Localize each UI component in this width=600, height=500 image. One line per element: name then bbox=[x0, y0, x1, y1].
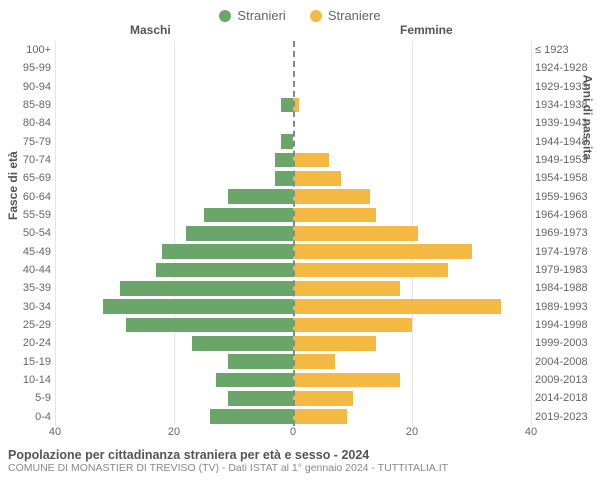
birth-year-label: 1949-1953 bbox=[535, 154, 597, 166]
legend-label-female: Straniere bbox=[328, 8, 381, 23]
gridline bbox=[531, 41, 532, 426]
age-label: 15-19 bbox=[9, 356, 51, 368]
age-label: 0-4 bbox=[9, 411, 51, 423]
x-tick-label: 20 bbox=[406, 426, 418, 438]
header-male: Maschi bbox=[130, 23, 171, 37]
x-tick-label: 20 bbox=[168, 426, 180, 438]
bar-male bbox=[162, 244, 293, 259]
birth-year-label: 1959-1963 bbox=[535, 191, 597, 203]
bar-male bbox=[186, 226, 293, 241]
bar-female bbox=[293, 409, 347, 424]
age-label: 95-99 bbox=[9, 62, 51, 74]
swatch-female bbox=[310, 10, 322, 22]
birth-year-label: 1999-2003 bbox=[535, 337, 597, 349]
bar-male bbox=[210, 409, 293, 424]
age-label: 30-34 bbox=[9, 301, 51, 313]
birth-year-label: 1954-1958 bbox=[535, 172, 597, 184]
age-label: 65-69 bbox=[9, 172, 51, 184]
birth-year-label: ≤ 1923 bbox=[535, 44, 597, 56]
age-label: 60-64 bbox=[9, 191, 51, 203]
bar-male bbox=[192, 336, 293, 351]
bar-male bbox=[275, 153, 293, 168]
birth-year-label: 1974-1978 bbox=[535, 246, 597, 258]
bar-female bbox=[293, 208, 376, 223]
bar-female bbox=[293, 244, 472, 259]
bar-female bbox=[293, 336, 376, 351]
bar-male bbox=[156, 263, 293, 278]
chart-footer: Popolazione per cittadinanza straniera p… bbox=[0, 442, 600, 474]
bar-female bbox=[293, 189, 370, 204]
bar-male bbox=[228, 189, 293, 204]
bar-female bbox=[293, 171, 341, 186]
bar-male bbox=[281, 134, 293, 149]
age-label: 40-44 bbox=[9, 264, 51, 276]
legend-item-male: Stranieri bbox=[219, 8, 285, 23]
column-headers: Maschi Femmine bbox=[0, 23, 600, 41]
age-label: 55-59 bbox=[9, 209, 51, 221]
bar-female bbox=[293, 391, 353, 406]
age-label: 20-24 bbox=[9, 337, 51, 349]
age-label: 80-84 bbox=[9, 117, 51, 129]
bar-male bbox=[126, 318, 293, 333]
age-label: 75-79 bbox=[9, 136, 51, 148]
age-label: 50-54 bbox=[9, 227, 51, 239]
birth-year-label: 1944-1948 bbox=[535, 136, 597, 148]
bar-male bbox=[120, 281, 293, 296]
bar-male bbox=[216, 373, 293, 388]
age-label: 25-29 bbox=[9, 319, 51, 331]
bar-male bbox=[204, 208, 293, 223]
bar-male bbox=[228, 391, 293, 406]
x-tick-label: 40 bbox=[49, 426, 61, 438]
birth-year-label: 1934-1938 bbox=[535, 99, 597, 111]
bar-female bbox=[293, 318, 412, 333]
birth-year-label: 1924-1928 bbox=[535, 62, 597, 74]
birth-year-label: 1969-1973 bbox=[535, 227, 597, 239]
footer-source: COMUNE DI MONASTIER DI TREVISO (TV) - Da… bbox=[8, 462, 592, 474]
footer-title: Popolazione per cittadinanza straniera p… bbox=[8, 448, 592, 462]
x-tick-label: 40 bbox=[525, 426, 537, 438]
age-label: 5-9 bbox=[9, 392, 51, 404]
birth-year-label: 1989-1993 bbox=[535, 301, 597, 313]
birth-year-label: 1994-1998 bbox=[535, 319, 597, 331]
center-dashed-line bbox=[293, 41, 295, 426]
birth-year-label: 2004-2008 bbox=[535, 356, 597, 368]
bar-male bbox=[103, 299, 293, 314]
bar-male bbox=[228, 354, 293, 369]
header-female: Femmine bbox=[400, 23, 453, 37]
x-tick-label: 0 bbox=[290, 426, 296, 438]
chart-area: 100+≤ 192395-991924-192890-941929-193385… bbox=[55, 41, 531, 426]
age-label: 35-39 bbox=[9, 282, 51, 294]
birth-year-label: 1964-1968 bbox=[535, 209, 597, 221]
legend-item-female: Straniere bbox=[310, 8, 381, 23]
legend-label-male: Stranieri bbox=[237, 8, 285, 23]
legend: Stranieri Straniere bbox=[0, 0, 600, 23]
age-label: 100+ bbox=[9, 44, 51, 56]
x-axis-ticks: 402002040 bbox=[55, 426, 531, 442]
bar-female bbox=[293, 373, 400, 388]
birth-year-label: 2014-2018 bbox=[535, 392, 597, 404]
bar-male bbox=[281, 98, 293, 113]
age-label: 45-49 bbox=[9, 246, 51, 258]
age-label: 90-94 bbox=[9, 81, 51, 93]
bar-male bbox=[275, 171, 293, 186]
age-label: 70-74 bbox=[9, 154, 51, 166]
bar-female bbox=[293, 281, 400, 296]
bar-female bbox=[293, 354, 335, 369]
bar-female bbox=[293, 299, 501, 314]
bar-female bbox=[293, 263, 448, 278]
bar-female bbox=[293, 226, 418, 241]
birth-year-label: 2019-2023 bbox=[535, 411, 597, 423]
birth-year-label: 2009-2013 bbox=[535, 374, 597, 386]
birth-year-label: 1979-1983 bbox=[535, 264, 597, 276]
birth-year-label: 1984-1988 bbox=[535, 282, 597, 294]
bar-female bbox=[293, 153, 329, 168]
age-label: 85-89 bbox=[9, 99, 51, 111]
age-label: 10-14 bbox=[9, 374, 51, 386]
swatch-male bbox=[219, 10, 231, 22]
birth-year-label: 1939-1943 bbox=[535, 117, 597, 129]
birth-year-label: 1929-1933 bbox=[535, 81, 597, 93]
